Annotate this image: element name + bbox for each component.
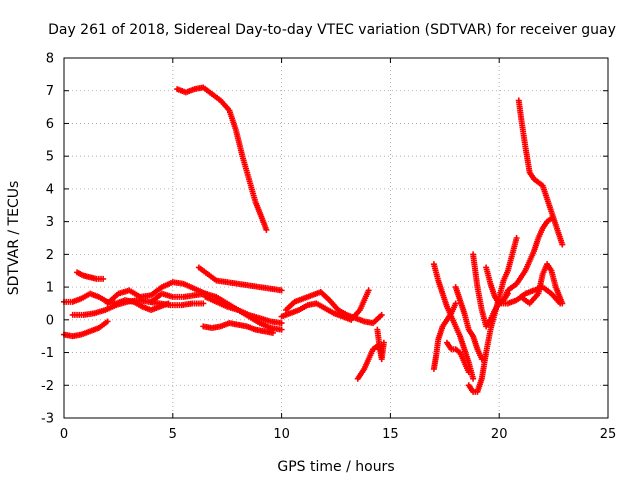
y-tick-label: -1	[41, 346, 54, 361]
series-arc-3	[61, 318, 111, 340]
data-point	[104, 318, 111, 325]
series-arc-20	[483, 264, 564, 307]
x-tick-label: 10	[273, 427, 290, 442]
series-arc-9	[200, 320, 276, 336]
series-arc-12	[354, 343, 385, 382]
x-axis-label: GPS time / hours	[277, 459, 394, 475]
x-tick-label: 5	[169, 427, 177, 442]
data-point	[263, 226, 270, 233]
x-tick-label: 25	[600, 427, 617, 442]
y-tick-label: -2	[41, 379, 54, 394]
data-point	[548, 215, 555, 222]
axis-ticks: 0 5 10 15 20 25 -3 -2 -1 0 1 2 3 4 5 6 7 8	[41, 52, 616, 443]
series-arc-1	[74, 269, 107, 282]
series-arc-high-evening	[515, 97, 566, 248]
series-arc-22	[517, 261, 566, 307]
series-arc-15	[430, 300, 459, 372]
data-point	[278, 326, 285, 333]
x-tick-label: 0	[60, 427, 68, 442]
data-point	[365, 287, 372, 294]
y-tick-label: 7	[46, 84, 54, 99]
series-arc-5	[104, 279, 209, 307]
series-arc-10	[282, 289, 385, 327]
series-arc-19	[470, 251, 511, 330]
y-tick-label: -3	[41, 412, 54, 427]
data-point	[470, 375, 477, 382]
chart-title: Day 261 of 2018, Sidereal Day-to-day VTE…	[48, 22, 616, 38]
series-arc-11	[278, 287, 372, 323]
data-point	[269, 329, 276, 336]
series-arc-13	[374, 326, 387, 363]
data-marks	[61, 84, 566, 395]
series-arc-17	[452, 284, 485, 363]
x-tick-label: 15	[382, 427, 399, 442]
data-point	[465, 369, 472, 376]
series-arc-high-morning	[174, 84, 270, 233]
y-tick-label: 6	[46, 117, 54, 132]
data-point	[513, 235, 520, 241]
x-tick-label: 20	[491, 427, 508, 442]
y-tick-label: 4	[46, 182, 54, 197]
data-point	[452, 300, 459, 307]
data-point	[278, 287, 285, 294]
y-tick-label: 8	[46, 52, 54, 67]
data-point	[559, 241, 566, 248]
data-point	[200, 300, 207, 307]
y-tick-label: 0	[46, 313, 54, 328]
plot-frame	[63, 57, 609, 419]
series-arc-21	[500, 215, 555, 304]
y-tick-label: 2	[46, 248, 54, 263]
y-tick-label: 3	[46, 215, 54, 230]
data-point	[380, 339, 387, 346]
series-arc-8	[202, 293, 285, 327]
y-axis-label: SDTVAR / TECUs	[6, 181, 22, 296]
series-arc-14	[430, 261, 477, 382]
y-tick-label: 1	[46, 281, 54, 296]
series-arc-16	[443, 339, 472, 376]
data-point	[100, 275, 107, 282]
y-tick-label: 5	[46, 150, 54, 165]
series-arc-4	[69, 297, 207, 318]
data-point	[278, 320, 285, 327]
data-point	[559, 300, 566, 307]
series-arc-7	[195, 264, 285, 294]
grid	[64, 58, 608, 418]
data-point	[378, 311, 385, 318]
